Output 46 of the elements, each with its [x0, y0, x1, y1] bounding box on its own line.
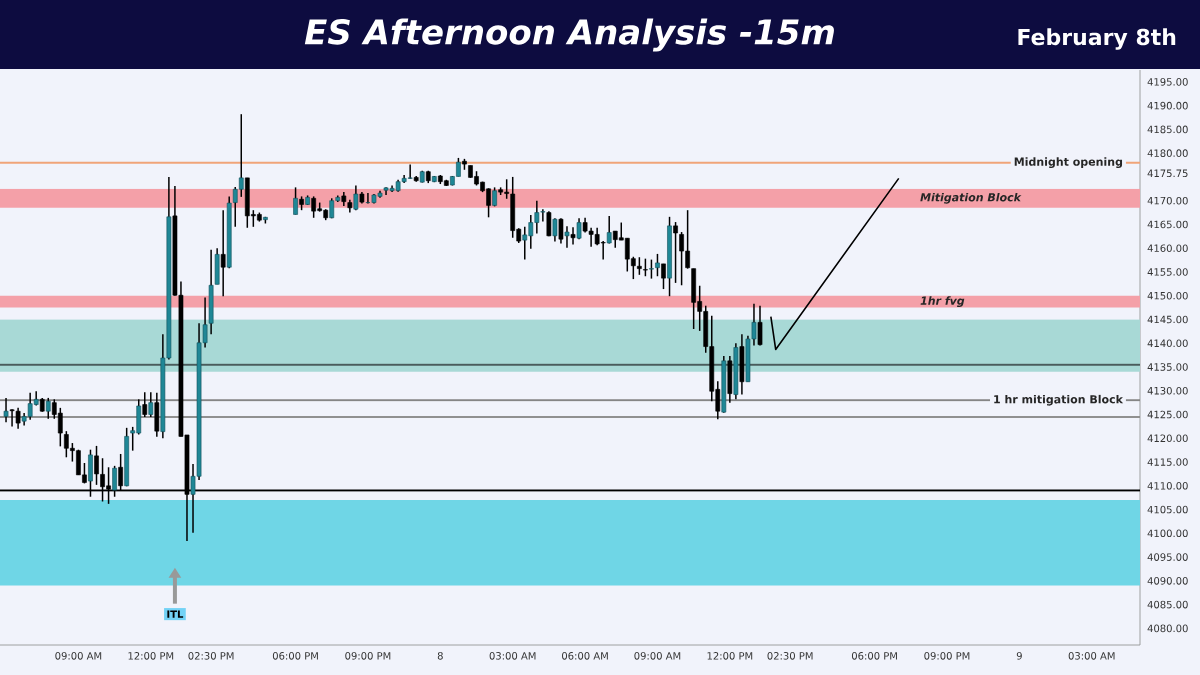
- x-tick-label: 09:00 PM: [924, 652, 970, 660]
- x-tick-label: 02:30 PM: [767, 652, 813, 660]
- y-tick-label: 4135.00: [1147, 363, 1188, 371]
- y-tick-label: 4085.00: [1147, 600, 1188, 609]
- y-tick-label: 4190.00: [1147, 101, 1188, 110]
- x-tick-label: 09:00 PM: [345, 652, 391, 660]
- ref-line-label: 1 hr mitigation Block: [994, 394, 1124, 406]
- y-tick-label: 4140.00: [1147, 339, 1188, 348]
- x-tick-label: 12:00 PM: [128, 652, 174, 660]
- x-tick-label: 8: [437, 652, 443, 660]
- x-tick-label: 06:00 PM: [272, 652, 318, 660]
- y-tick-label: 4155.00: [1147, 268, 1188, 276]
- y-tick-label: 4130.00: [1147, 386, 1188, 395]
- y-tick-label: 4100.00: [1147, 529, 1188, 538]
- y-tick-label: 4095.00: [1147, 553, 1188, 561]
- y-tick-label: 4120.00: [1147, 434, 1188, 443]
- chart-title: ES Afternoon Analysis -15m: [304, 18, 834, 52]
- band-label: Mitigation Block: [920, 192, 1022, 204]
- x-tick-label: 9: [1016, 652, 1022, 660]
- y-tick-label: 4080.00: [1147, 624, 1188, 633]
- y-tick-label: 4175.75: [1147, 169, 1188, 178]
- y-tick-label: 4185.00: [1147, 125, 1188, 134]
- x-tick-label: 03:00 AM: [489, 652, 536, 660]
- y-tick-label: 4170.00: [1147, 196, 1188, 205]
- x-tick-label: 03:00 AM: [1068, 652, 1115, 660]
- x-tick-label: 06:00 PM: [851, 652, 897, 660]
- y-tick-label: 4110.00: [1147, 482, 1188, 490]
- x-tick-label: 12:00 PM: [707, 652, 753, 660]
- x-tick-label: 09:00 AM: [55, 652, 102, 660]
- chart-subtitle: February 8th: [1018, 28, 1176, 50]
- y-tick-label: 4090.00: [1147, 577, 1188, 585]
- band-label: 1hr fvg: [920, 296, 965, 308]
- ref-line-label: Midnight opening: [1014, 157, 1123, 169]
- x-tick-label: 02:30 PM: [188, 652, 234, 660]
- y-tick-label: 4105.00: [1147, 505, 1188, 514]
- annotation: ITL: [167, 610, 184, 618]
- x-tick-label: 09:00 AM: [634, 652, 681, 660]
- y-tick-label: 4180.00: [1147, 149, 1188, 157]
- y-tick-label: 4165.00: [1147, 220, 1188, 229]
- y-tick-label: 4115.00: [1147, 458, 1188, 466]
- y-tick-label: 4125.00: [1147, 410, 1188, 419]
- y-tick-label: 4150.00: [1147, 291, 1188, 300]
- y-tick-label: 4195.00: [1147, 78, 1188, 86]
- y-tick-label: 4160.00: [1147, 244, 1188, 252]
- y-tick-label: 4145.00: [1147, 315, 1188, 324]
- x-tick-label: 06:00 AM: [562, 652, 608, 660]
